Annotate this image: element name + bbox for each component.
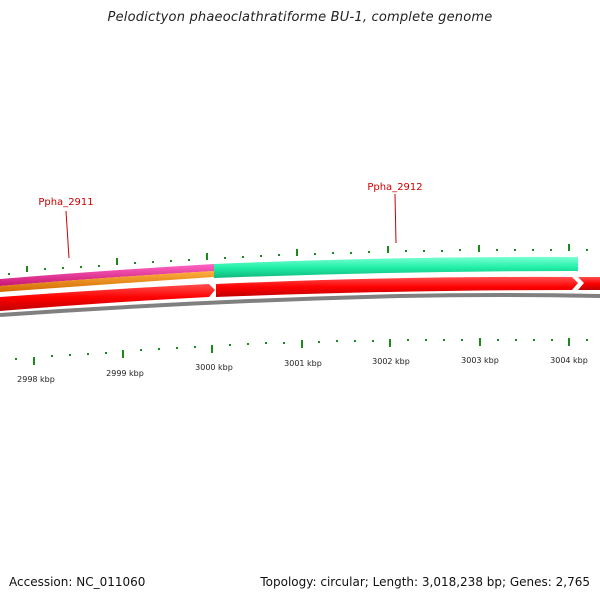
kbp-label: 3004 kbp [550, 356, 588, 365]
kbp-label: 3002 kbp [372, 357, 410, 366]
lower-ticks [15, 338, 588, 365]
gene-label[interactable]: Ppha_2912 [367, 182, 422, 193]
gene-callout-line [394, 193, 397, 244]
gene-track-red-2[interactable] [216, 276, 578, 297]
gene-callout-line [65, 210, 70, 259]
gene-track-orange[interactable] [0, 271, 214, 292]
gene-track-red-1[interactable] [0, 284, 215, 311]
kbp-label: 3003 kbp [461, 356, 499, 365]
kbp-label: 3000 kbp [195, 363, 233, 372]
gene-track-red-3[interactable] [578, 277, 600, 290]
gene-track-pink[interactable] [0, 264, 214, 286]
genome-title: Pelodictyon phaeoclathratiforme BU-1, co… [107, 10, 493, 25]
gene-label[interactable]: Ppha_2911 [38, 197, 93, 208]
accession-text: Accession: NC_011060 [9, 575, 146, 589]
kbp-label: 2999 kbp [106, 369, 144, 378]
gene-track-green[interactable] [214, 256, 578, 278]
genome-backbone [0, 293, 600, 317]
upper-ticks [8, 244, 588, 275]
kbp-label: 2998 kbp [17, 375, 55, 384]
genome-summary-text: Topology: circular; Length: 3,018,238 bp… [260, 575, 590, 589]
kbp-label: 3001 kbp [284, 359, 322, 368]
